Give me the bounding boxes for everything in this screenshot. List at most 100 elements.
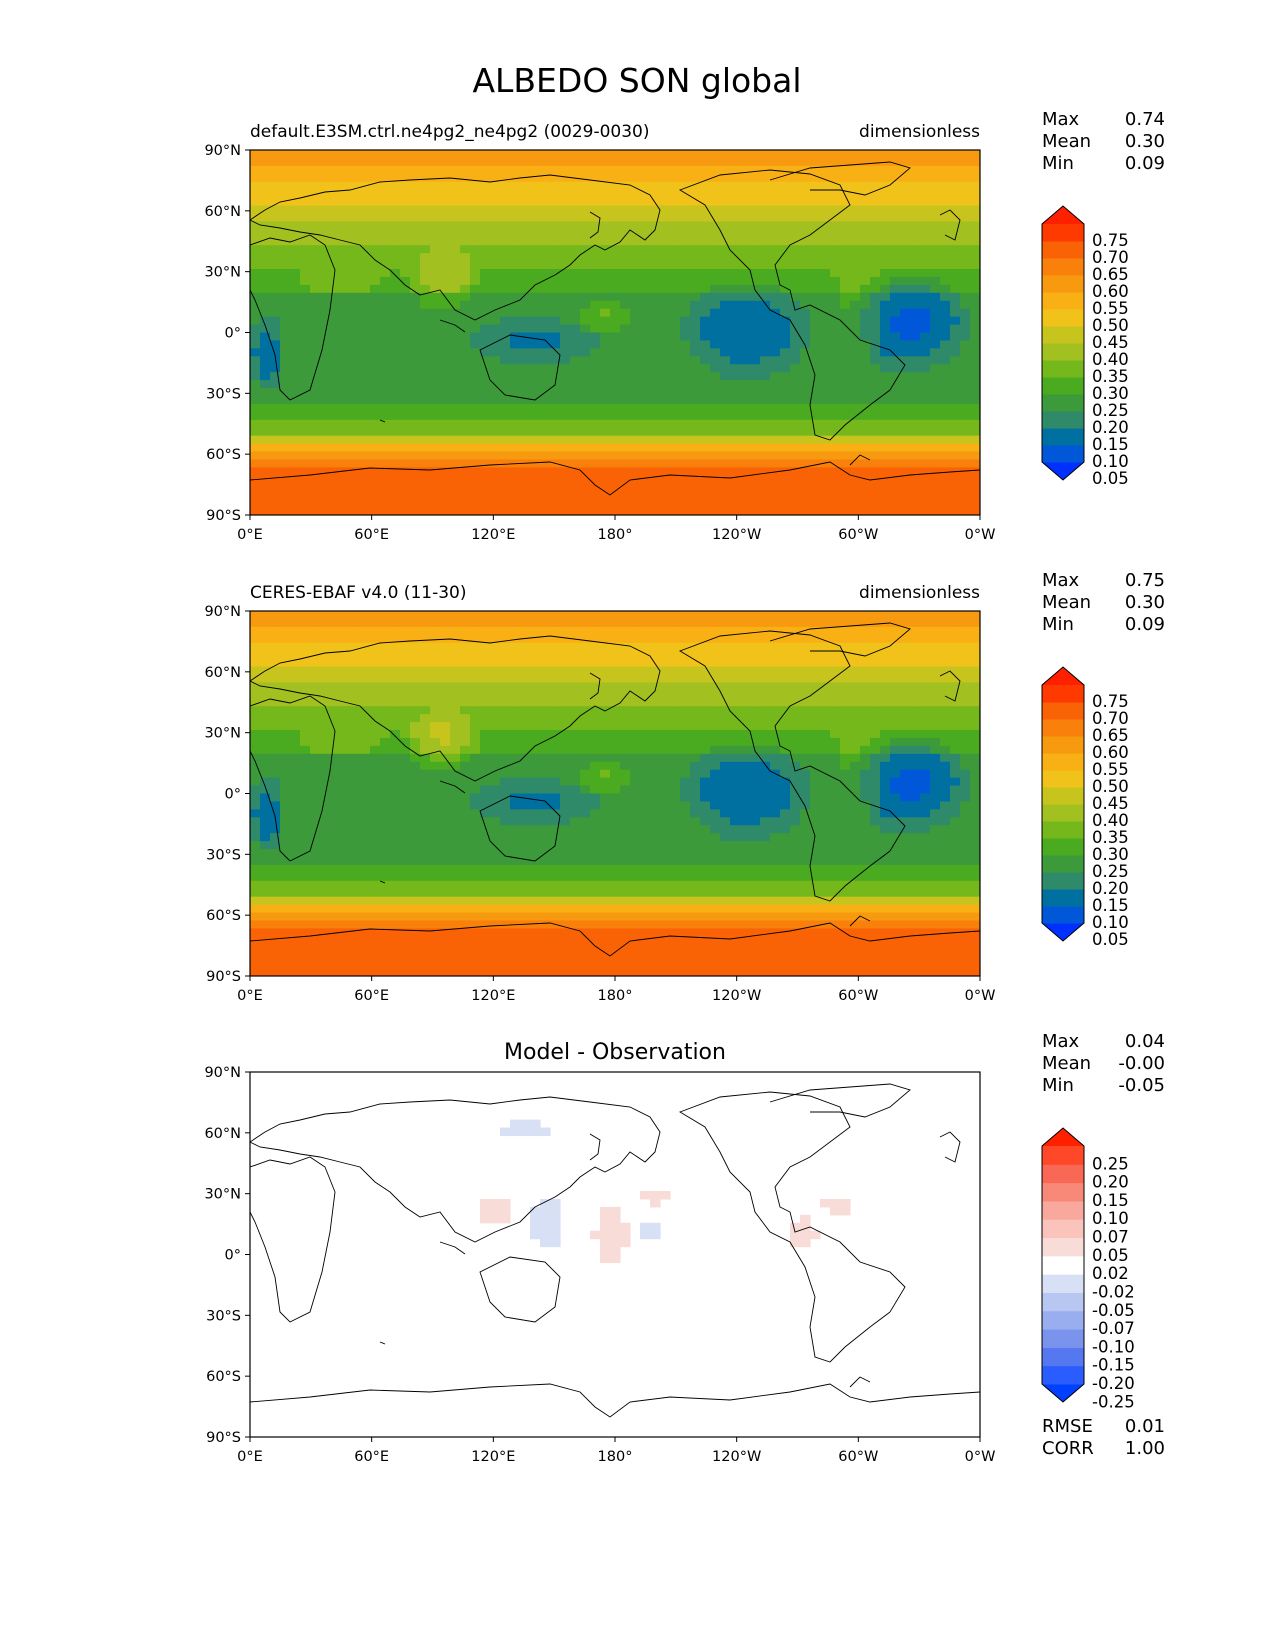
- field-cell: [330, 507, 341, 515]
- field-cell: [620, 300, 631, 310]
- field-cell: [320, 451, 331, 461]
- field-cell: [730, 769, 741, 779]
- field-cell: [620, 403, 631, 413]
- field-cell: [520, 435, 531, 445]
- field-cell: [860, 459, 871, 468]
- field-cell: [570, 690, 581, 699]
- field-cell: [560, 451, 571, 461]
- field-cell: [290, 658, 301, 668]
- field-cell: [750, 380, 761, 389]
- field-cell: [800, 348, 811, 357]
- field-cell: [680, 395, 691, 405]
- field-cell: [720, 745, 731, 755]
- field-cell: [870, 650, 881, 660]
- field-cell: [660, 269, 671, 278]
- field-cell: [720, 157, 731, 167]
- field-cell: [350, 499, 361, 508]
- field-cell: [390, 356, 401, 365]
- field-cell: [440, 395, 451, 405]
- field-cell: [710, 372, 721, 381]
- field-cell: [470, 395, 481, 405]
- field-cell: [720, 189, 731, 199]
- field-cell: [260, 245, 271, 254]
- field-cell: [470, 157, 481, 167]
- field-cell: [490, 411, 501, 421]
- field-cell: [830, 332, 841, 342]
- field-cell: [680, 730, 691, 739]
- field-cell: [910, 666, 921, 676]
- field-cell: [850, 292, 861, 302]
- field-cell: [500, 737, 511, 747]
- field-cell: [860, 356, 871, 365]
- field-cell: [920, 197, 931, 207]
- field-cell: [840, 745, 851, 755]
- field-cell: [930, 197, 941, 207]
- field-cell: [700, 380, 711, 389]
- field-cell: [380, 722, 391, 731]
- field-cell: [680, 292, 691, 302]
- field-cell: [270, 714, 281, 723]
- field-cell: [580, 714, 591, 723]
- field-cell: [370, 340, 381, 349]
- field-cell: [580, 745, 591, 755]
- field-cell: [270, 730, 281, 739]
- field-cell: [300, 761, 311, 771]
- field-cell: [460, 737, 471, 747]
- field-cell: [830, 150, 841, 159]
- field-cell: [390, 753, 401, 763]
- field-cell: [400, 276, 411, 286]
- field-cell: [360, 253, 371, 262]
- field-cell: [370, 253, 381, 262]
- field-cell: [700, 435, 711, 445]
- field-cell: [450, 205, 461, 215]
- field-cell: [410, 745, 421, 755]
- field-cell: [520, 674, 531, 684]
- field-cell: [960, 745, 971, 755]
- field-cell: [910, 714, 921, 723]
- field-cell: [760, 467, 771, 476]
- field-cell: [570, 340, 581, 349]
- field-cell: [550, 722, 561, 731]
- field-cell: [810, 483, 821, 492]
- field-cell: [930, 499, 941, 508]
- field-cell: [430, 181, 441, 191]
- field-cell: [960, 682, 971, 691]
- field-cell: [700, 150, 711, 159]
- field-cell: [560, 340, 571, 349]
- field-cell: [270, 372, 281, 381]
- field-cell: [300, 777, 311, 787]
- field-cell: [310, 769, 321, 779]
- field-cell: [800, 157, 811, 167]
- field-cell: [720, 626, 731, 636]
- field-cell: [940, 229, 951, 238]
- field-cell: [540, 435, 551, 445]
- field-cell: [690, 292, 701, 302]
- field-cell: [510, 419, 521, 429]
- field-cell: [470, 356, 481, 365]
- field-cell: [440, 666, 451, 676]
- field-cell: [790, 666, 801, 676]
- field-cell: [940, 150, 951, 159]
- field-cell: [380, 284, 391, 294]
- field-cell: [800, 682, 811, 691]
- field-cell: [480, 348, 491, 357]
- colorbar-segment: [1042, 241, 1084, 259]
- field-cell: [840, 253, 851, 262]
- field-cell: [800, 769, 811, 779]
- field-cell: [760, 221, 771, 230]
- field-cell: [950, 300, 961, 310]
- field-cell: [660, 245, 671, 254]
- field-cell: [520, 356, 531, 365]
- field-cell: [780, 364, 791, 373]
- field-cell: [530, 372, 541, 381]
- field-cell: [350, 769, 361, 779]
- field-cell: [420, 682, 431, 691]
- field-cell: [510, 316, 521, 326]
- field-cell: [760, 642, 771, 652]
- field-cell: [850, 150, 861, 159]
- field-cell: [810, 253, 821, 262]
- field-cell: [590, 237, 601, 246]
- field-cell: [690, 173, 701, 183]
- field-cell: [290, 730, 301, 739]
- field-cell: [400, 324, 411, 334]
